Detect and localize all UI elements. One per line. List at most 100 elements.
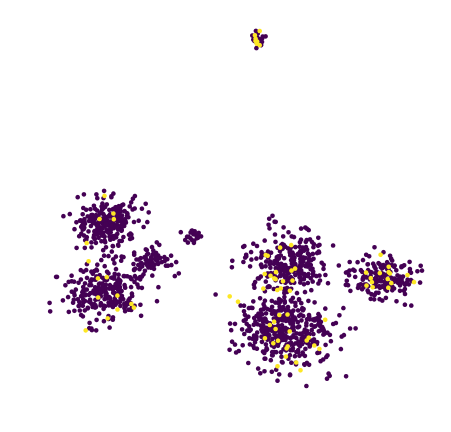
scatter-point <box>386 285 391 291</box>
scatter-point <box>227 294 232 299</box>
scatter-point <box>131 252 137 258</box>
scatter-point <box>115 205 120 210</box>
scatter-point <box>105 230 111 235</box>
scatter-point <box>350 267 356 273</box>
scatter-point <box>378 278 384 284</box>
scatter-point <box>306 252 312 258</box>
scatter-point <box>285 246 291 251</box>
scatter-point <box>152 252 158 258</box>
scatter-point <box>77 218 83 223</box>
scatter-point <box>321 328 327 334</box>
scatter-point <box>287 288 293 294</box>
scatter-point <box>95 295 101 300</box>
scatter-point <box>292 266 298 271</box>
scatter-point <box>306 312 312 318</box>
scatter-point <box>258 307 264 313</box>
scatter-point <box>285 344 291 349</box>
scatter-point <box>101 253 107 258</box>
scatter-point <box>163 263 169 269</box>
scatter-point <box>121 234 126 240</box>
scatter-point <box>139 206 145 211</box>
scatter-point <box>314 339 320 345</box>
scatter-point <box>376 290 381 296</box>
scatter-point <box>98 210 104 215</box>
scatter-point <box>101 318 107 324</box>
scatter-point <box>262 298 268 304</box>
scatter-point <box>290 309 295 314</box>
scatter-point <box>310 251 316 257</box>
scatter-point <box>91 203 97 209</box>
scatter-point <box>352 274 358 280</box>
scatter-point <box>258 310 264 316</box>
scatter-point <box>232 342 238 347</box>
scatter-point <box>115 293 120 298</box>
scatter-point <box>363 252 369 258</box>
scatter-point <box>107 234 112 239</box>
scatter-point <box>273 309 279 314</box>
scatter-point <box>293 300 298 306</box>
scatter-point <box>284 273 290 278</box>
scatter-point <box>102 234 107 239</box>
scatter-point <box>277 245 283 250</box>
scatter-point <box>149 244 155 250</box>
scatter-point <box>76 280 81 286</box>
scatter-point <box>289 360 294 366</box>
scatter-point <box>124 213 130 219</box>
scatter-point <box>401 263 407 268</box>
scatter-point <box>73 287 79 292</box>
scatter-point <box>88 278 94 284</box>
scatter-point <box>271 286 277 292</box>
scatter-point <box>341 332 347 338</box>
scatter-point <box>268 273 273 279</box>
scatter-point <box>131 261 136 267</box>
scatter-point <box>143 201 148 207</box>
scatter-point <box>364 275 369 280</box>
scatter-point <box>386 269 392 275</box>
scatter-point <box>268 357 274 363</box>
scatter-point <box>93 328 99 333</box>
scatter-point <box>120 296 126 302</box>
scatter-point <box>126 297 131 303</box>
scatter-point <box>260 34 266 39</box>
scatter-point <box>279 359 285 365</box>
scatter-point <box>353 326 358 331</box>
scatter-point <box>95 276 101 281</box>
scatter-point <box>169 262 174 268</box>
scatter-point <box>304 323 309 328</box>
scatter-point <box>295 252 301 258</box>
scatter-point <box>47 300 52 306</box>
scatter-point <box>241 259 246 265</box>
scatter-point <box>242 243 247 249</box>
scatter-point <box>127 204 132 209</box>
scatter-point <box>82 281 88 286</box>
scatter-point <box>273 349 279 355</box>
scatter-point <box>275 254 281 260</box>
scatter-point <box>299 338 305 344</box>
scatter-point <box>380 283 386 289</box>
scatter-point <box>397 278 403 283</box>
scatter-point <box>304 317 310 322</box>
scatter-point <box>288 298 294 303</box>
scatter-point <box>327 332 333 338</box>
scatter-point <box>122 208 127 214</box>
scatter-point <box>263 330 268 336</box>
scatter-point <box>113 300 118 305</box>
scatter-point <box>107 207 112 213</box>
scatter-point <box>191 240 197 246</box>
scatter-point <box>419 268 425 273</box>
scatter-point <box>92 305 98 310</box>
scatter-point <box>368 275 374 281</box>
scatter-point <box>120 217 126 222</box>
scatter-point <box>131 219 137 225</box>
scatter-point <box>86 229 91 234</box>
scatter-point <box>259 249 264 255</box>
scatter-point <box>337 313 342 318</box>
scatter-point <box>294 290 300 296</box>
scatter-point <box>261 286 266 291</box>
scatter-point <box>347 268 352 273</box>
scatter-point <box>298 257 304 263</box>
scatter-point <box>138 302 143 308</box>
scatter-point <box>129 293 135 299</box>
